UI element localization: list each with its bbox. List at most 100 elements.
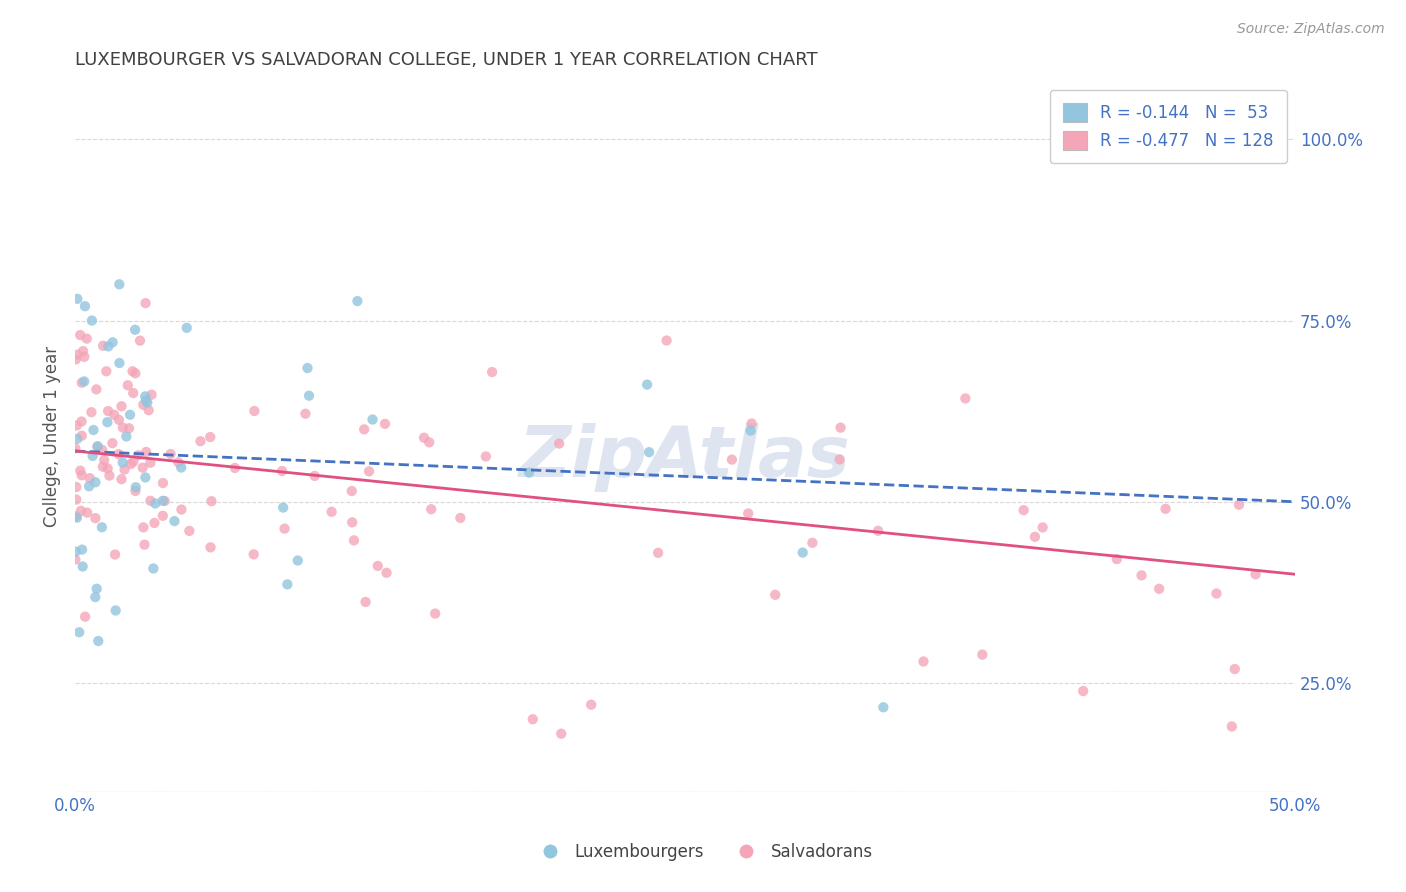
- Point: [134, 538, 156, 552]
- Point: [101, 436, 124, 450]
- Point: [84, 511, 107, 525]
- Point: [517, 466, 540, 480]
- Point: [75, 609, 97, 624]
- Point: [1012, 503, 1035, 517]
- Point: [111, 455, 134, 469]
- Point: [792, 545, 814, 559]
- Point: [1147, 582, 1170, 596]
- Point: [579, 698, 602, 712]
- Point: [636, 377, 658, 392]
- Point: [87, 634, 110, 648]
- Point: [66, 292, 89, 306]
- Point: [159, 447, 181, 461]
- Y-axis label: College, Under 1 year: College, Under 1 year: [44, 346, 60, 527]
- Point: [828, 452, 851, 467]
- Point: [271, 464, 294, 478]
- Point: [868, 524, 890, 538]
- Point: [1024, 530, 1046, 544]
- Point: [176, 320, 198, 334]
- Point: [287, 553, 309, 567]
- Point: [190, 434, 212, 449]
- Point: [96, 364, 118, 378]
- Point: [80, 313, 103, 327]
- Point: [70, 376, 93, 390]
- Point: [276, 577, 298, 591]
- Point: [96, 415, 118, 429]
- Point: [343, 533, 366, 548]
- Point: [912, 655, 935, 669]
- Point: [65, 552, 87, 566]
- Point: [638, 445, 661, 459]
- Point: [475, 450, 498, 464]
- Point: [170, 502, 193, 516]
- Point: [110, 472, 132, 486]
- Point: [367, 558, 389, 573]
- Point: [84, 475, 107, 490]
- Point: [76, 506, 98, 520]
- Point: [90, 520, 112, 534]
- Point: [70, 428, 93, 442]
- Text: ZipAtlas: ZipAtlas: [519, 424, 851, 492]
- Point: [93, 453, 115, 467]
- Point: [65, 352, 87, 367]
- Point: [132, 398, 155, 412]
- Point: [91, 339, 114, 353]
- Point: [163, 514, 186, 528]
- Point: [413, 431, 436, 445]
- Point: [152, 508, 174, 523]
- Point: [353, 422, 375, 436]
- Point: [375, 566, 398, 580]
- Point: [1071, 684, 1094, 698]
- Point: [82, 423, 104, 437]
- Point: [111, 420, 134, 434]
- Point: [70, 504, 93, 518]
- Point: [72, 344, 94, 359]
- Point: [972, 648, 994, 662]
- Point: [124, 367, 146, 381]
- Point: [1154, 501, 1177, 516]
- Point: [66, 348, 89, 362]
- Point: [127, 448, 149, 462]
- Point: [79, 471, 101, 485]
- Text: LUXEMBOURGER VS SALVADORAN COLLEGE, UNDER 1 YEAR CORRELATION CHART: LUXEMBOURGER VS SALVADORAN COLLEGE, UNDE…: [75, 51, 818, 69]
- Point: [152, 476, 174, 491]
- Point: [76, 332, 98, 346]
- Point: [66, 418, 89, 433]
- Point: [125, 480, 148, 494]
- Point: [740, 424, 762, 438]
- Point: [801, 536, 824, 550]
- Point: [138, 403, 160, 417]
- Point: [98, 468, 121, 483]
- Point: [108, 413, 131, 427]
- Point: [65, 492, 87, 507]
- Legend: R = -0.144   N =  53, R = -0.477   N = 128: R = -0.144 N = 53, R = -0.477 N = 128: [1050, 90, 1286, 163]
- Point: [118, 421, 141, 435]
- Point: [741, 417, 763, 431]
- Point: [117, 378, 139, 392]
- Point: [134, 470, 156, 484]
- Point: [550, 727, 572, 741]
- Point: [110, 399, 132, 413]
- Point: [1205, 586, 1227, 600]
- Point: [297, 361, 319, 376]
- Point: [104, 603, 127, 617]
- Point: [481, 365, 503, 379]
- Point: [224, 461, 246, 475]
- Point: [200, 541, 222, 555]
- Point: [135, 445, 157, 459]
- Point: [167, 455, 190, 469]
- Point: [830, 420, 852, 434]
- Point: [655, 334, 678, 348]
- Point: [65, 442, 87, 456]
- Point: [97, 339, 120, 353]
- Point: [139, 493, 162, 508]
- Point: [420, 502, 443, 516]
- Point: [86, 582, 108, 596]
- Point: [135, 296, 157, 310]
- Point: [522, 712, 544, 726]
- Point: [1220, 719, 1243, 733]
- Point: [70, 542, 93, 557]
- Point: [1227, 498, 1250, 512]
- Point: [121, 364, 143, 378]
- Point: [97, 461, 120, 475]
